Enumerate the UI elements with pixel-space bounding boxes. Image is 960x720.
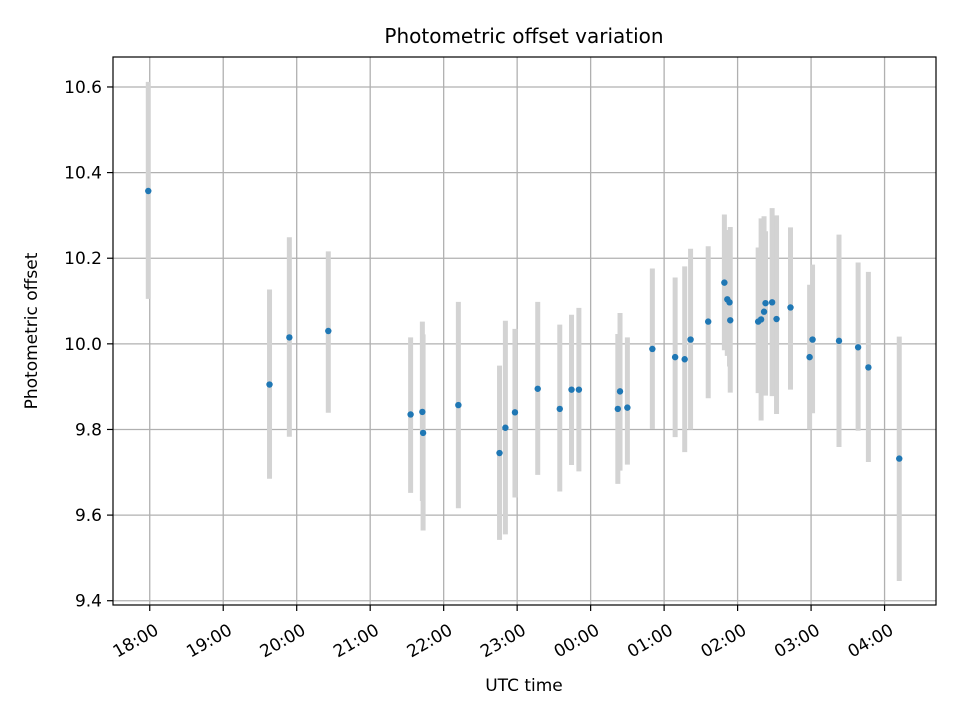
data-point [614, 405, 622, 413]
data-point [671, 353, 679, 361]
y-tick-label: 10.0 [64, 335, 102, 355]
data-point [721, 279, 728, 286]
data-point [286, 334, 293, 341]
data-point [556, 405, 563, 413]
data-point [419, 429, 427, 437]
y-tick-label: 10.4 [64, 164, 102, 184]
data-point [502, 424, 509, 431]
plot-area-frame [112, 56, 937, 606]
y-tick-label: 10.6 [64, 78, 102, 98]
data-point [806, 353, 813, 361]
data-point [757, 316, 765, 323]
data-point [687, 336, 694, 343]
data-point [496, 449, 503, 457]
y-axis-ticks: 9.4 9.6 9.8 10.0 10.2 10.4 10.6 [64, 78, 113, 612]
data-point [511, 409, 519, 416]
data-point [726, 299, 733, 306]
y-tick-label: 9.4 [75, 592, 102, 612]
data-point [896, 455, 903, 462]
data-point [835, 337, 843, 345]
data-point [575, 386, 583, 393]
data-points [145, 187, 903, 462]
data-point [865, 364, 872, 371]
data-point [407, 411, 414, 418]
data-point [145, 187, 152, 195]
data-point [809, 336, 816, 343]
data-point [768, 299, 776, 306]
data-point [616, 388, 624, 395]
data-point [681, 356, 688, 363]
data-point [773, 315, 780, 323]
data-point [760, 308, 768, 315]
y-tick-label: 9.6 [75, 506, 102, 526]
data-point [762, 299, 769, 307]
data-point [568, 386, 575, 393]
data-point [727, 317, 734, 324]
y-axis-label: Photometric offset [22, 252, 42, 409]
y-gridlines [113, 86, 936, 602]
data-point [419, 408, 426, 416]
data-point [534, 385, 541, 392]
data-point [649, 345, 656, 353]
data-point [266, 381, 273, 388]
data-point [854, 344, 862, 351]
data-point [325, 327, 332, 335]
data-point [455, 401, 462, 409]
data-point [624, 404, 631, 411]
data-point [705, 318, 712, 325]
chart-title: Photometric offset variation [384, 24, 663, 48]
data-point [787, 304, 794, 311]
y-tick-label: 10.2 [64, 249, 102, 269]
y-tick-label: 9.8 [75, 420, 102, 440]
x-axis-label: UTC time [485, 676, 563, 696]
